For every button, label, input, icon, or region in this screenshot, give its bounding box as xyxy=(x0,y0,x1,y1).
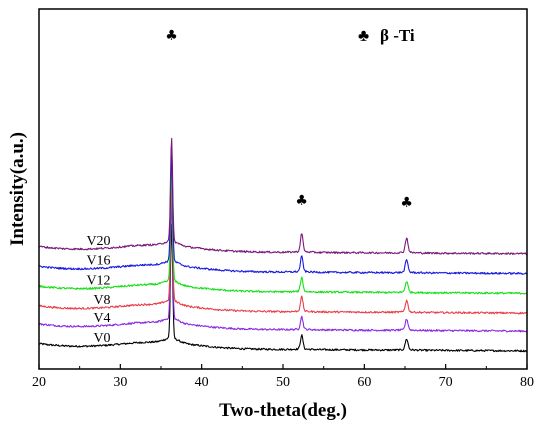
series-label-v4: V4 xyxy=(93,311,110,326)
y-axis-title: Intensity(a.u.) xyxy=(7,132,28,246)
peak-marker-3: ♣ xyxy=(400,195,413,211)
legend-symbol: ♣ xyxy=(358,26,369,45)
x-tick-label-80: 80 xyxy=(520,375,534,390)
peak-marker-2: ♣ xyxy=(295,193,308,209)
x-axis-title: Two-theta(deg.) xyxy=(219,400,347,421)
x-tick-label-40: 40 xyxy=(195,375,209,390)
x-tick-label-70: 70 xyxy=(439,375,453,390)
legend: ♣ β -Ti xyxy=(358,26,415,45)
ticks-layer: 20 30 40 50 60 70 80 xyxy=(32,364,534,390)
series-label-v12: V12 xyxy=(86,273,110,288)
legend-label: β -Ti xyxy=(380,26,415,45)
plot-frame xyxy=(38,8,528,370)
peak-marker-1: ♣ xyxy=(165,28,178,44)
series-line-v20 xyxy=(38,137,528,256)
x-tick-label-50: 50 xyxy=(276,375,290,390)
series-layer xyxy=(38,137,528,353)
series-line-v4 xyxy=(38,199,528,333)
series-line-v12 xyxy=(39,169,528,295)
x-tick-label-60: 60 xyxy=(357,375,371,390)
labels-layer: V0 V4 V8 V12 V16 V20 ♣ ♣ ♣ xyxy=(86,28,412,346)
series-label-v16: V16 xyxy=(86,254,110,269)
series-label-v8: V8 xyxy=(93,293,110,308)
series-label-v20: V20 xyxy=(86,234,110,249)
x-tick-label-30: 30 xyxy=(113,375,127,390)
x-tick-label-20: 20 xyxy=(32,375,46,390)
series-label-v0: V0 xyxy=(93,331,110,346)
series-line-v0 xyxy=(38,223,528,353)
series-line-v16 xyxy=(38,153,528,275)
series-line-v8 xyxy=(38,186,527,315)
